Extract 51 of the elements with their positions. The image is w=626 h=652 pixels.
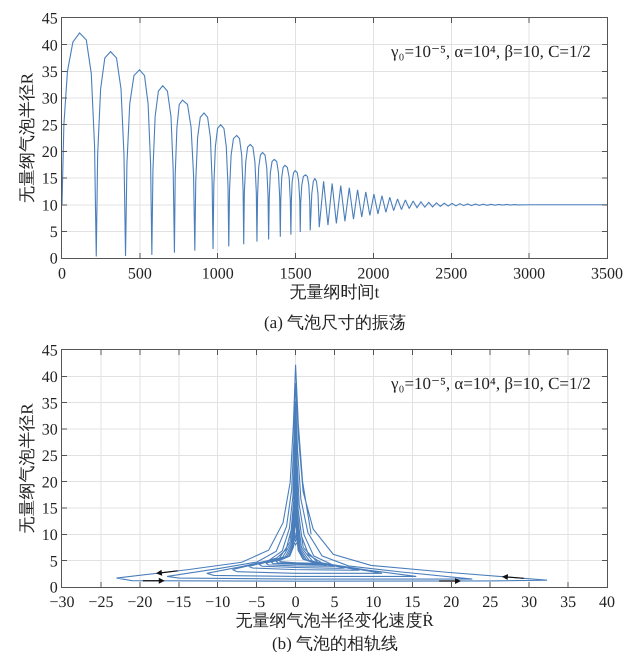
x-tick-label: 2000 bbox=[357, 265, 390, 282]
x-tick-label: −15 bbox=[166, 594, 192, 612]
y-tick-label: 15 bbox=[42, 170, 58, 188]
y-tick-label: 45 bbox=[42, 10, 58, 28]
x-tick-label: −5 bbox=[248, 594, 266, 612]
y-tick-label: 15 bbox=[42, 500, 58, 518]
y-tick-label: 20 bbox=[42, 474, 58, 492]
y-tick-label: 30 bbox=[42, 422, 58, 439]
x-tick-label: −25 bbox=[88, 594, 114, 612]
y-tick-label: 30 bbox=[42, 90, 58, 108]
x-tick-label: 15 bbox=[404, 594, 420, 612]
y-tick-label: 5 bbox=[50, 224, 58, 242]
y-tick-label: 40 bbox=[42, 37, 58, 54]
x-tick-label: 1000 bbox=[202, 265, 234, 282]
x-tick-label: 2500 bbox=[435, 265, 468, 282]
y-axis-title: 无量纲气泡半径R bbox=[17, 402, 36, 534]
y-tick-label: 20 bbox=[42, 144, 58, 161]
x-axis-title: 无量纲气泡半径变化速度Ṙ bbox=[235, 611, 434, 630]
y-tick-label: 10 bbox=[42, 197, 58, 214]
x-tick-label: 40 bbox=[599, 594, 615, 612]
x-tick-label: 20 bbox=[443, 594, 460, 612]
x-tick-label: −10 bbox=[205, 594, 230, 612]
text: (a) 气泡尺寸的振荡 bbox=[264, 313, 406, 332]
x-tick-label: −30 bbox=[49, 594, 75, 612]
y-tick-label: 45 bbox=[42, 342, 58, 360]
x-tick-label: 1500 bbox=[280, 265, 312, 282]
x-tick-label: 0 bbox=[292, 594, 300, 612]
y-tick-label: 0 bbox=[50, 250, 58, 268]
x-tick-label: 5 bbox=[330, 594, 338, 612]
x-tick-label: 10 bbox=[365, 594, 382, 612]
annotation: γ₀=10⁻⁵, α=10⁴, β=10, C=1/2 bbox=[390, 42, 591, 61]
y-tick-label: 40 bbox=[42, 368, 58, 386]
annotation: γ₀=10⁻⁵, α=10⁴, β=10, C=1/2 bbox=[390, 374, 591, 393]
y-tick-label: 5 bbox=[50, 553, 58, 570]
x-tick-label: 3000 bbox=[513, 265, 546, 282]
y-axis-title: 无量纲气泡半径R bbox=[17, 72, 36, 204]
y-tick-label: 35 bbox=[42, 64, 58, 81]
y-tick-label: 25 bbox=[42, 117, 58, 134]
y-tick-label: 35 bbox=[42, 395, 58, 412]
x-tick-label: 3500 bbox=[591, 265, 623, 282]
x-tick-label: 500 bbox=[128, 265, 152, 282]
y-tick-label: 0 bbox=[50, 580, 58, 597]
x-axis-title: 无量纲时间t bbox=[290, 282, 380, 302]
x-tick-label: 30 bbox=[521, 594, 538, 612]
x-tick-label: −20 bbox=[127, 594, 152, 612]
y-tick-label: 10 bbox=[42, 526, 58, 544]
y-tick-label: 25 bbox=[42, 448, 58, 465]
line-series bbox=[62, 32, 607, 258]
line-series bbox=[116, 364, 548, 582]
x-tick-label: 35 bbox=[560, 594, 576, 612]
x-tick-label: 25 bbox=[482, 594, 498, 612]
